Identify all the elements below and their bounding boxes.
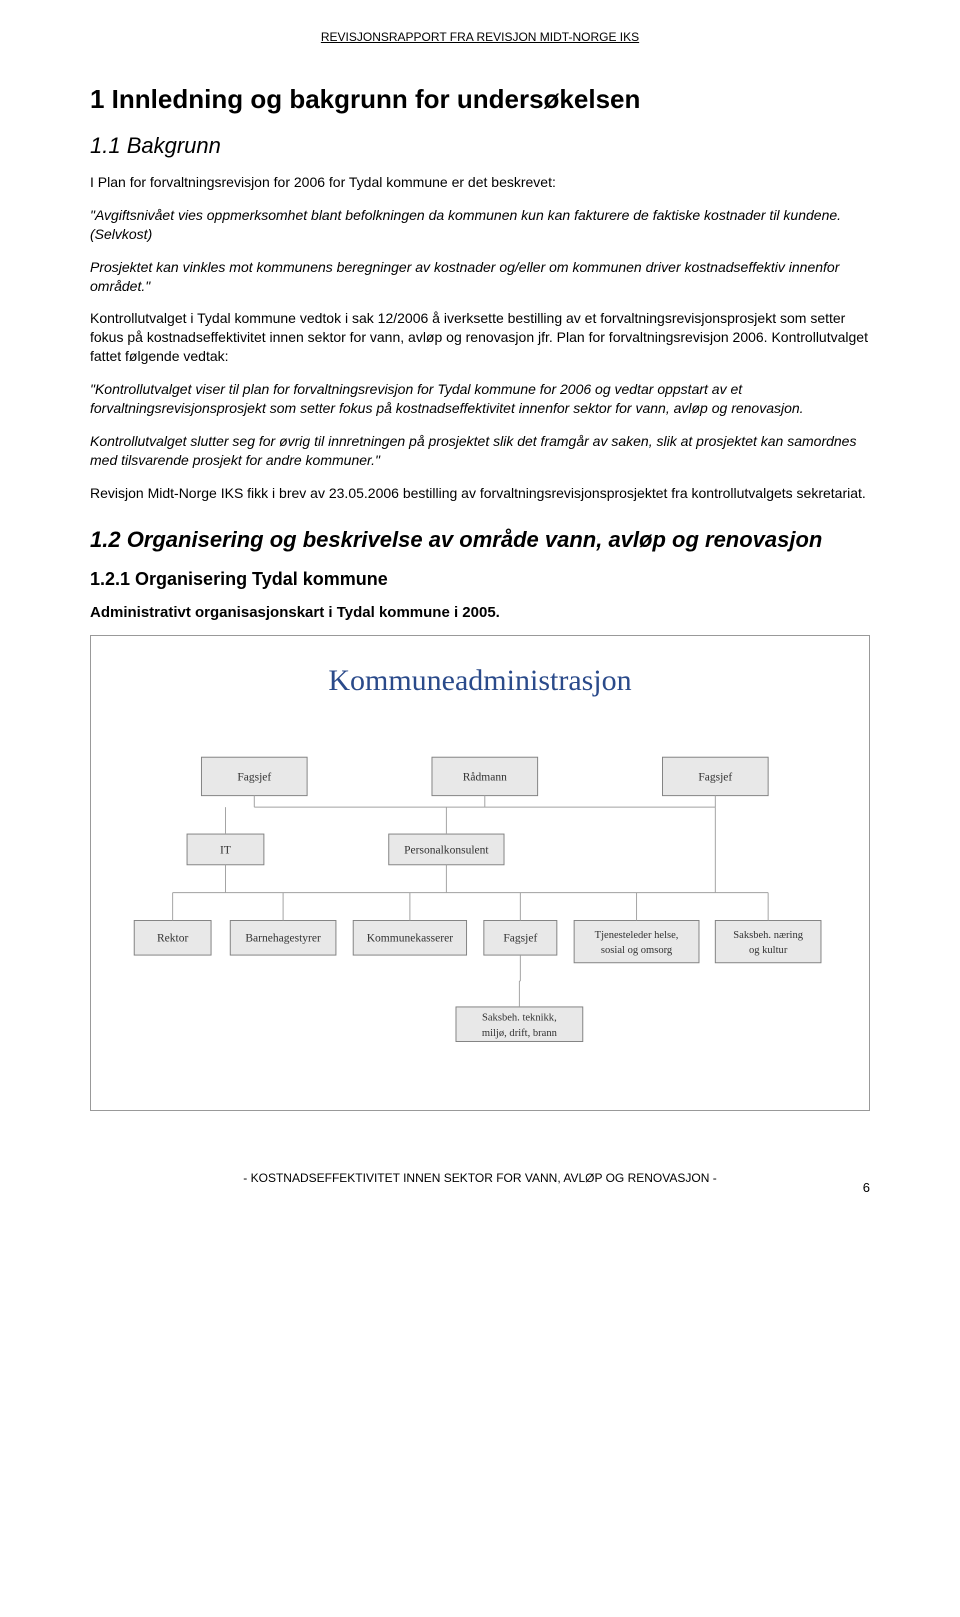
svg-text:Rektor: Rektor: [157, 932, 189, 944]
svg-text:Fagsjef: Fagsjef: [503, 932, 537, 944]
heading-1: 1 Innledning og bakgrunn for undersøkels…: [90, 84, 870, 115]
svg-text:IT: IT: [220, 844, 231, 856]
org-chart-title: Kommuneadministrasjon: [115, 664, 845, 698]
org-chart-container: Kommuneadministrasjon FagsjefRådmannFags…: [90, 635, 870, 1111]
paragraph-quote: Kontrollutvalget slutter seg for øvrig t…: [90, 432, 870, 470]
org-chart-svg: Fagsjef Rådmann Fagsjef IT Personalkonsulent…: [115, 738, 845, 1074]
page-footer: - KOSTNADSEFFEKTIVITET INNEN SEKTOR FOR …: [90, 1171, 870, 1185]
paragraph: Revisjon Midt-Norge IKS fikk i brev av 2…: [90, 484, 870, 503]
heading-1-2-1: 1.2.1 Organisering Tydal kommune: [90, 569, 870, 590]
svg-text:Rådmann: Rådmann: [463, 770, 507, 783]
paragraph-quote: "Avgiftsnivået vies oppmerksomhet blant …: [90, 206, 870, 244]
heading-1-1: 1.1 Bakgrunn: [90, 133, 870, 159]
svg-text:Tjenesteleder helse,: Tjenesteleder helse,: [595, 929, 679, 940]
svg-text:Barnehagestyrer: Barnehagestyrer: [245, 932, 321, 944]
page-header: REVISJONSRAPPORT FRA REVISJON MIDT-NORGE…: [90, 30, 870, 44]
svg-text:Fagsjef: Fagsjef: [698, 771, 732, 783]
svg-text:Fagsjef: Fagsjef: [237, 771, 271, 783]
svg-text:Kommunekasserer: Kommunekasserer: [367, 932, 454, 944]
paragraph: I Plan for forvaltningsrevisjon for 2006…: [90, 173, 870, 192]
svg-text:Saksbeh. næring: Saksbeh. næring: [733, 929, 803, 940]
paragraph: Kontrollutvalget i Tydal kommune vedtok …: [90, 309, 870, 366]
svg-text:og kultur: og kultur: [749, 945, 788, 956]
page-number: 6: [863, 1180, 870, 1195]
svg-text:sosial og omsorg: sosial og omsorg: [601, 945, 673, 956]
paragraph-quote: "Kontrollutvalget viser til plan for for…: [90, 380, 870, 418]
paragraph-quote: Prosjektet kan vinkles mot kommunens ber…: [90, 258, 870, 296]
heading-1-2: 1.2 Organisering og beskrivelse av områd…: [90, 527, 870, 553]
svg-text:Saksbeh. teknikk,: Saksbeh. teknikk,: [482, 1012, 557, 1023]
heading-chart-caption: Administrativt organisasjonskart i Tydal…: [90, 604, 870, 621]
svg-text:Personalkonsulent: Personalkonsulent: [404, 844, 489, 856]
document-page: REVISJONSRAPPORT FRA REVISJON MIDT-NORGE…: [0, 0, 960, 1225]
svg-text:miljø, drift, brann: miljø, drift, brann: [482, 1027, 558, 1038]
